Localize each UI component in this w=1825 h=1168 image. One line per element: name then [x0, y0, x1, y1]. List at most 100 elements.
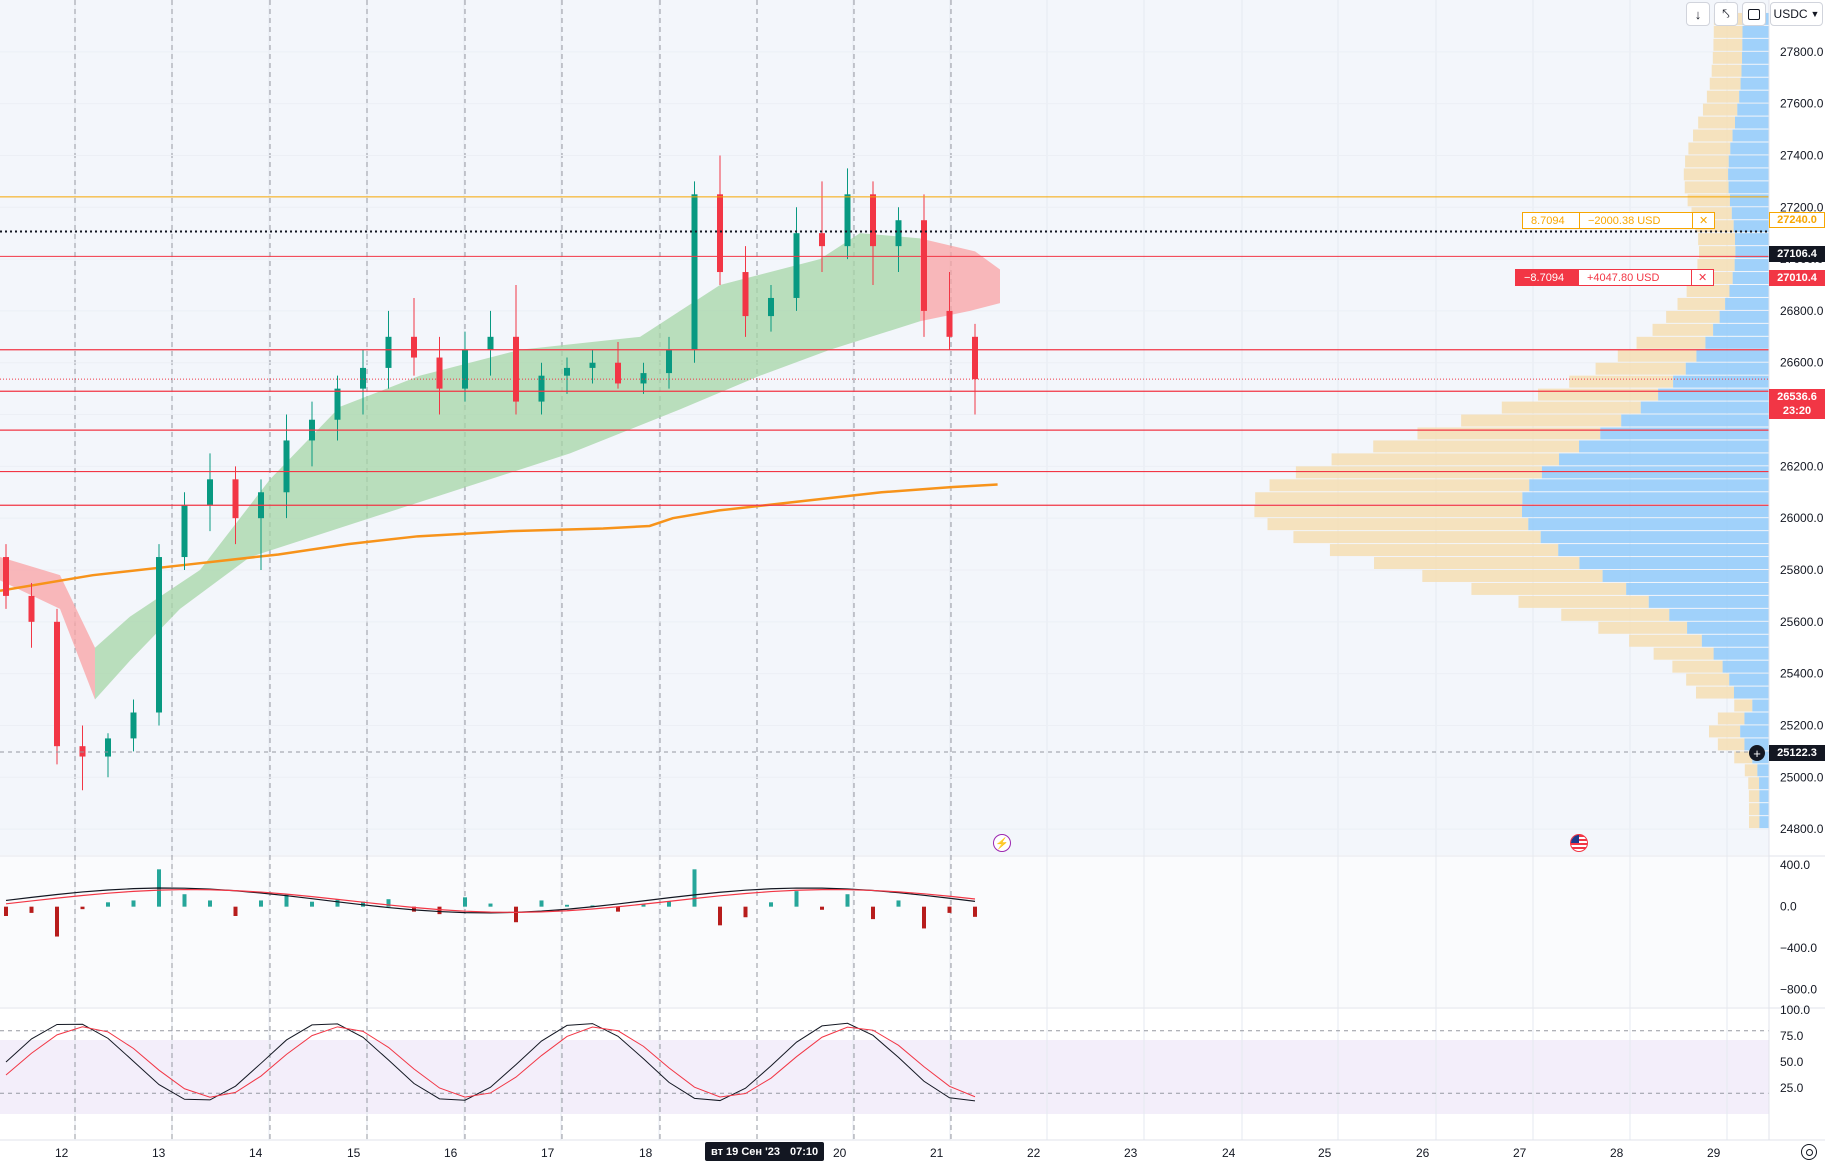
volume-profile-bar [1744, 738, 1769, 751]
volume-profile-bar [1422, 570, 1603, 582]
event-marker[interactable]: ⚡ [993, 834, 1011, 852]
price-axis-tick: 25400.0 [1780, 667, 1824, 681]
volume-profile-bar [1558, 544, 1769, 557]
time-axis-label: 26 [1416, 1146, 1430, 1160]
volume-profile-bar [1602, 570, 1769, 582]
volume-profile-bar [1732, 272, 1769, 284]
gear-icon [1805, 1148, 1813, 1156]
time-axis-label: 29 [1707, 1146, 1721, 1160]
candle-body [462, 349, 468, 389]
volume-profile-bar [1600, 427, 1769, 440]
volume-profile-bar [1329, 544, 1559, 557]
volume-profile-bar [1709, 725, 1741, 738]
macd-histogram-bar [233, 906, 238, 916]
volume-profile-bar [1677, 297, 1726, 310]
volume-profile-bar [1748, 803, 1760, 816]
volume-profile-bar [1748, 777, 1760, 790]
candle-body [895, 220, 902, 247]
stoch-d-line [5, 1026, 976, 1098]
price-axis-tick: 26000.0 [1780, 511, 1824, 525]
time-crosshair-label: вт 19 Сен '23 07:10 [705, 1142, 825, 1161]
volume-profile-bar [1717, 712, 1745, 725]
candle-body [589, 362, 596, 368]
collapse-button[interactable]: ⤣ [1714, 2, 1738, 26]
economic-event-marker[interactable] [1570, 834, 1588, 852]
volume-profile-bar [1595, 362, 1686, 375]
price-label-order-sell: 27010.4 [1769, 270, 1825, 286]
macd-histogram-bar [692, 869, 697, 907]
volume-profile-bar [1521, 505, 1769, 518]
order-close-button[interactable]: ✕ [1692, 269, 1715, 286]
volume-profile-bar [1735, 116, 1769, 129]
price-label-crosshair: 27106.4 [1769, 246, 1825, 262]
volume-profile-bar [1744, 712, 1769, 725]
order-line-sell[interactable]: −8.7094 +4047.80 USD ✕ [1515, 269, 1715, 286]
fullscreen-button[interactable] [1742, 2, 1766, 26]
volume-profile-bar [1717, 738, 1745, 751]
macd-histogram-bar [947, 906, 952, 913]
volume-profile-bar [1728, 181, 1769, 194]
volume-profile-bar [1729, 194, 1769, 207]
candle-body [411, 336, 417, 358]
add-alert-button[interactable]: + [1749, 745, 1765, 761]
stoch-axis-tick: 75.0 [1780, 1029, 1804, 1043]
candle-body [972, 336, 978, 380]
macd-histogram-bar [335, 899, 340, 907]
macd-histogram-bar [871, 906, 875, 920]
volume-profile-bar [1254, 505, 1522, 518]
chart-settings-button[interactable] [1801, 1144, 1817, 1160]
volume-profile-bar [1626, 582, 1769, 595]
currency-select[interactable]: USDC ▼ [1770, 2, 1823, 26]
volume-profile-bar [1701, 634, 1769, 647]
volume-profile-bar [1713, 647, 1769, 660]
price-label-order-buy: 27240.0 [1769, 212, 1825, 228]
time-axis-label: 25 [1318, 1146, 1332, 1160]
order-close-button[interactable]: ✕ [1693, 212, 1716, 229]
price-axis-tick: 25000.0 [1780, 770, 1824, 784]
volume-profile-bar [1742, 38, 1769, 51]
volume-profile-bar [1698, 116, 1736, 129]
volume-profile-bar [1702, 103, 1738, 116]
volume-profile-bar [1693, 129, 1733, 142]
volume-profile-bar [1269, 479, 1530, 492]
volume-profile-bar [1522, 492, 1769, 505]
time-axis-label: 24 [1222, 1146, 1236, 1160]
stoch-axis-tick: 100.0 [1780, 1003, 1810, 1017]
macd-histogram-bar [284, 894, 289, 907]
volume-profile-bar [1501, 401, 1641, 414]
macd-histogram-bar [412, 906, 416, 912]
crosshair-time: 07:10 [789, 1145, 819, 1158]
arrow-down-icon: ↓ [1694, 6, 1702, 22]
volume-profile-bar [1719, 310, 1769, 323]
volume-profile-bar [1295, 466, 1542, 479]
volume-profile-bar [1705, 336, 1769, 349]
candle-body [513, 336, 519, 402]
macd-histogram-bar [131, 900, 136, 907]
last-price-value: 26536.6 [1777, 391, 1817, 403]
plus-icon: + [1753, 745, 1761, 761]
volume-profile-bar [1759, 816, 1769, 829]
countdown-value: 23:20 [1782, 405, 1812, 417]
macd-axis-tick: 0.0 [1780, 900, 1797, 914]
price-label-cursor: 25122.3 [1769, 745, 1825, 761]
volume-profile-bar [1713, 25, 1743, 38]
download-button[interactable]: ↓ [1686, 2, 1710, 26]
volume-profile-bar [1541, 466, 1769, 479]
time-axis-label: 14 [249, 1146, 263, 1160]
candle-body [768, 297, 774, 317]
volume-profile-bar [1648, 595, 1769, 608]
volume-profile-bar [1728, 168, 1769, 181]
candle-body [181, 505, 188, 558]
order-line-buy[interactable]: 8.7094 −2000.38 USD ✕ [1522, 212, 1716, 229]
macd-histogram-bar [973, 906, 977, 917]
volume-profile-bar [1579, 440, 1769, 453]
macd-histogram-bar [29, 906, 34, 913]
candle-body [844, 194, 851, 247]
volume-profile-bar [1734, 699, 1753, 712]
time-axis-label: 12 [55, 1146, 69, 1160]
volume-profile-bar [1529, 479, 1769, 492]
macd-histogram-bar [641, 904, 646, 907]
macd-histogram-bar [743, 906, 748, 918]
